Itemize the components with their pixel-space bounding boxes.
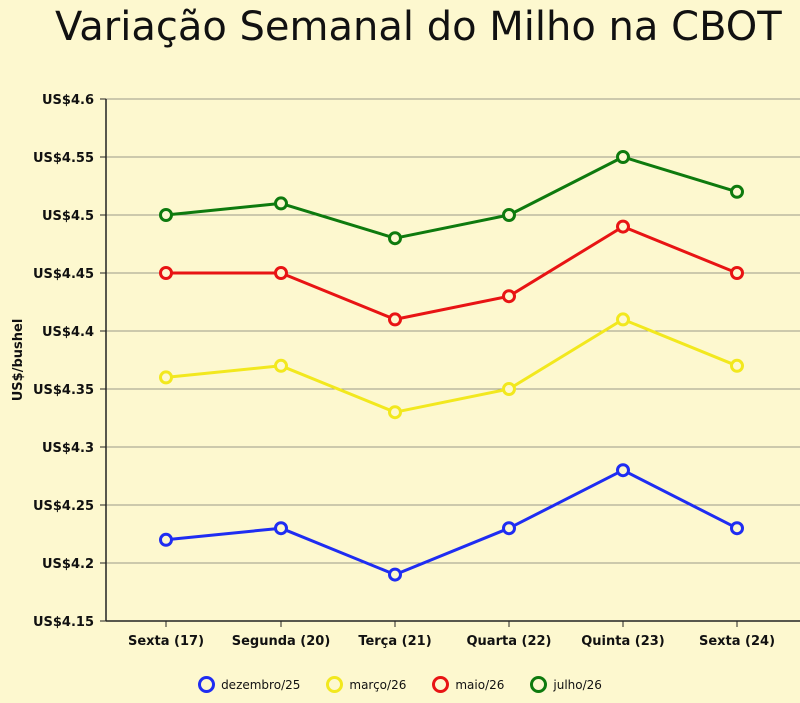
y-tick-label: US$4.25 bbox=[33, 499, 94, 514]
data-point bbox=[159, 266, 173, 280]
data-point bbox=[274, 521, 288, 536]
data-point bbox=[159, 208, 173, 222]
legend-label: dezembro/25 bbox=[221, 677, 301, 692]
data-point bbox=[274, 358, 288, 373]
data-point bbox=[388, 405, 402, 420]
y-tick-label: US$4.5 bbox=[42, 209, 94, 224]
x-tick-label: Sexta (24) bbox=[699, 634, 775, 649]
series-line bbox=[165, 468, 738, 577]
legend-item: dezembro/25 bbox=[198, 676, 300, 693]
data-point bbox=[159, 370, 173, 385]
line-chart: US$4.15 US$4.2 US$4.25 US$4.3 US$4.35 US$4.4 U… bbox=[11, 93, 800, 649]
series-line bbox=[165, 155, 738, 240]
data-point bbox=[730, 358, 744, 373]
chart-legend: dezembro/25 março/26 maio/26 julho/26 bbox=[0, 676, 800, 693]
data-point bbox=[502, 382, 516, 396]
y-tick-label: US$4.3 bbox=[42, 441, 94, 456]
legend-label: julho/26 bbox=[553, 677, 602, 692]
legend-swatch bbox=[530, 676, 548, 693]
legend-swatch bbox=[326, 676, 344, 693]
x-tick-label: Segunda (20) bbox=[232, 634, 331, 649]
data-point bbox=[502, 208, 516, 222]
data-point bbox=[616, 219, 630, 234]
y-tick-label: US$4.2 bbox=[42, 557, 94, 572]
data-point bbox=[388, 231, 402, 246]
legend-swatch bbox=[432, 676, 450, 693]
data-point bbox=[730, 184, 744, 199]
x-tick-label: Terça (21) bbox=[358, 634, 431, 649]
y-tick-label: US$4.15 bbox=[33, 615, 94, 630]
data-point bbox=[616, 463, 630, 478]
data-point bbox=[502, 289, 516, 304]
data-point bbox=[274, 266, 288, 280]
y-tick-label: US$4.55 bbox=[33, 151, 94, 166]
data-point bbox=[730, 266, 744, 280]
data-point bbox=[159, 532, 173, 547]
x-tick-label: Sexta (17) bbox=[128, 634, 204, 649]
y-axis-label: US$/bushel bbox=[11, 319, 26, 402]
legend-item: julho/26 bbox=[530, 676, 602, 693]
legend-item: março/26 bbox=[326, 676, 406, 693]
x-tick-label: Quarta (22) bbox=[467, 634, 552, 649]
y-tick-label: US$4.4 bbox=[42, 325, 94, 340]
data-point bbox=[388, 567, 402, 582]
data-point bbox=[502, 521, 516, 536]
legend-label: maio/26 bbox=[455, 677, 505, 692]
chart-title: Variação Semanal do Milho na CBOT bbox=[55, 4, 782, 50]
legend-swatch bbox=[198, 676, 216, 693]
data-point bbox=[730, 521, 744, 536]
y-tick-label: US$4.45 bbox=[33, 267, 94, 282]
data-point bbox=[388, 312, 402, 327]
series-line bbox=[166, 225, 738, 321]
x-tick-label: Quinta (23) bbox=[581, 634, 665, 649]
legend-item: maio/26 bbox=[432, 676, 504, 693]
y-tick-label: US$4.6 bbox=[42, 93, 94, 108]
data-point bbox=[274, 196, 288, 211]
data-point bbox=[616, 150, 630, 164]
y-tick-label: US$4.35 bbox=[33, 383, 94, 398]
legend-label: março/26 bbox=[349, 677, 407, 692]
series-line bbox=[165, 317, 738, 414]
data-point bbox=[616, 312, 630, 327]
